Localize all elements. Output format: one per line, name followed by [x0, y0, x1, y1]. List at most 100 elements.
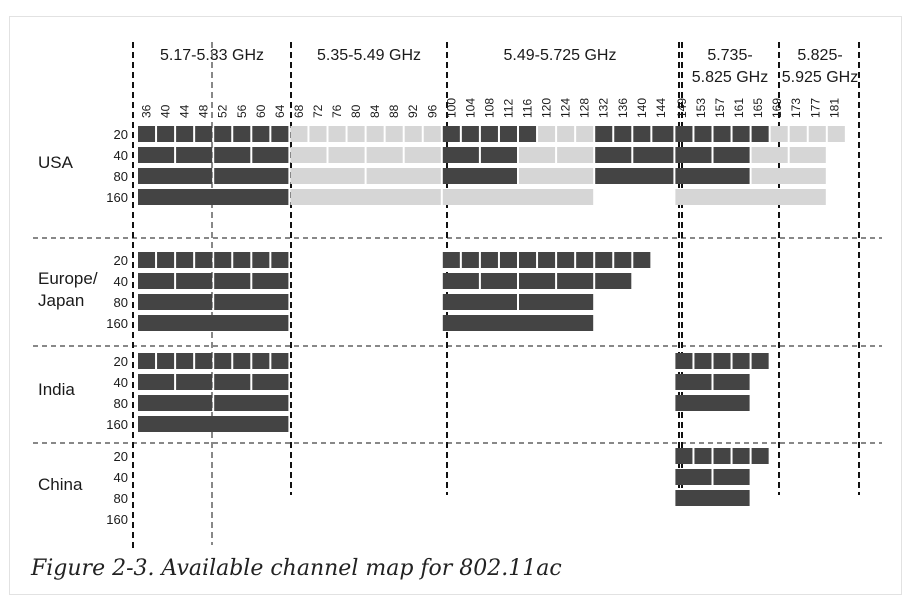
channel-block: [713, 374, 750, 390]
channel-block: [442, 168, 517, 184]
bandwidth-label: 80: [114, 491, 128, 506]
region-name: Japan: [38, 291, 84, 310]
channel-label: 128: [578, 98, 592, 118]
channel-block: [442, 126, 460, 142]
channel-block: [675, 189, 826, 205]
channel-label: 56: [235, 104, 249, 118]
channel-block: [176, 374, 213, 390]
bandwidth-label: 40: [114, 375, 128, 390]
channel-label: 161: [732, 98, 746, 118]
channel-block: [480, 147, 517, 163]
region-name: Europe/: [38, 269, 98, 288]
channel-label: 108: [482, 98, 496, 118]
channel-block: [252, 126, 270, 142]
channel-label: 68: [292, 104, 306, 118]
channel-label: 169: [770, 98, 784, 118]
region-china: China 20 40 80 160: [38, 448, 769, 527]
channel-label: 64: [273, 104, 287, 118]
bandwidth-label: 20: [114, 127, 128, 142]
region-europe-japan: Europe/Japan 20 40 80 160: [38, 252, 651, 331]
bandwidth-label: 160: [106, 190, 128, 205]
channel-block: [347, 126, 365, 142]
channel-block: [675, 490, 750, 506]
channel-block: [519, 168, 594, 184]
channel-block: [751, 353, 769, 369]
channel-label: 173: [789, 98, 803, 118]
channel-block: [480, 273, 517, 289]
channel-block: [366, 126, 384, 142]
bandwidth-label: 160: [106, 512, 128, 527]
channel-block: [633, 126, 651, 142]
channel-label: 48: [197, 104, 211, 118]
channel-block: [252, 252, 270, 268]
channel-block: [595, 168, 674, 184]
band-label: 5.925 GHz: [782, 69, 858, 86]
channel-block: [675, 147, 712, 163]
channel-block: [157, 126, 175, 142]
channel-block: [732, 353, 750, 369]
channel-label: 40: [159, 104, 173, 118]
channel-block: [176, 252, 194, 268]
channel-block: [480, 252, 498, 268]
channel-block: [214, 126, 232, 142]
channel-block: [195, 353, 213, 369]
bandwidth-label: 40: [114, 148, 128, 163]
channel-block: [195, 252, 213, 268]
channel-label: 177: [808, 98, 822, 118]
band-label: 5.735-: [707, 47, 752, 64]
channel-block: [557, 147, 594, 163]
channel-block: [138, 294, 213, 310]
channel-block: [423, 126, 441, 142]
channel-block: [214, 353, 232, 369]
channel-label: 116: [521, 99, 535, 118]
channel-block: [595, 252, 613, 268]
channel-block: [290, 147, 327, 163]
channel-block: [461, 252, 479, 268]
channel-block: [751, 126, 769, 142]
channel-block: [694, 353, 712, 369]
channel-block: [138, 416, 289, 432]
channel-label: 112: [501, 99, 515, 118]
channel-block: [385, 126, 403, 142]
channel-block: [138, 147, 175, 163]
channel-block: [538, 126, 556, 142]
channel-block: [595, 147, 632, 163]
region-name: USA: [38, 153, 74, 172]
band-label: 5.825-: [797, 47, 842, 64]
channel-block: [176, 147, 213, 163]
channel-label: 144: [654, 98, 668, 118]
channel-block: [214, 147, 251, 163]
channel-block: [138, 395, 213, 411]
channel-label: 120: [540, 98, 554, 118]
channel-label: 100: [444, 98, 458, 118]
channel-block: [157, 252, 175, 268]
channel-block: [633, 147, 674, 163]
band-label: 5.49-5.725 GHz: [504, 47, 617, 64]
bandwidth-label: 20: [114, 354, 128, 369]
region-name: China: [38, 475, 83, 494]
channel-block: [252, 374, 289, 390]
channel-block: [595, 273, 632, 289]
region-india: India 20 40 80 160: [38, 353, 769, 432]
channel-block: [195, 126, 213, 142]
channel-block: [808, 126, 826, 142]
channel-block: [713, 126, 731, 142]
channel-block: [214, 294, 289, 310]
channel-block: [827, 126, 845, 142]
divider-lines: [33, 42, 882, 552]
channel-block: [538, 252, 556, 268]
channel-label: 157: [713, 98, 727, 118]
channel-block: [442, 189, 594, 205]
channel-label: 104: [463, 98, 477, 118]
channel-label: 165: [751, 98, 765, 118]
channel-block: [675, 374, 712, 390]
channel-label: 80: [349, 104, 363, 118]
channel-block: [694, 126, 712, 142]
channel-block: [751, 168, 826, 184]
band-label: 5.35-5.49 GHz: [317, 47, 421, 64]
channel-block: [138, 189, 289, 205]
channel-block: [138, 273, 175, 289]
channel-block: [442, 273, 479, 289]
channel-block: [713, 353, 731, 369]
